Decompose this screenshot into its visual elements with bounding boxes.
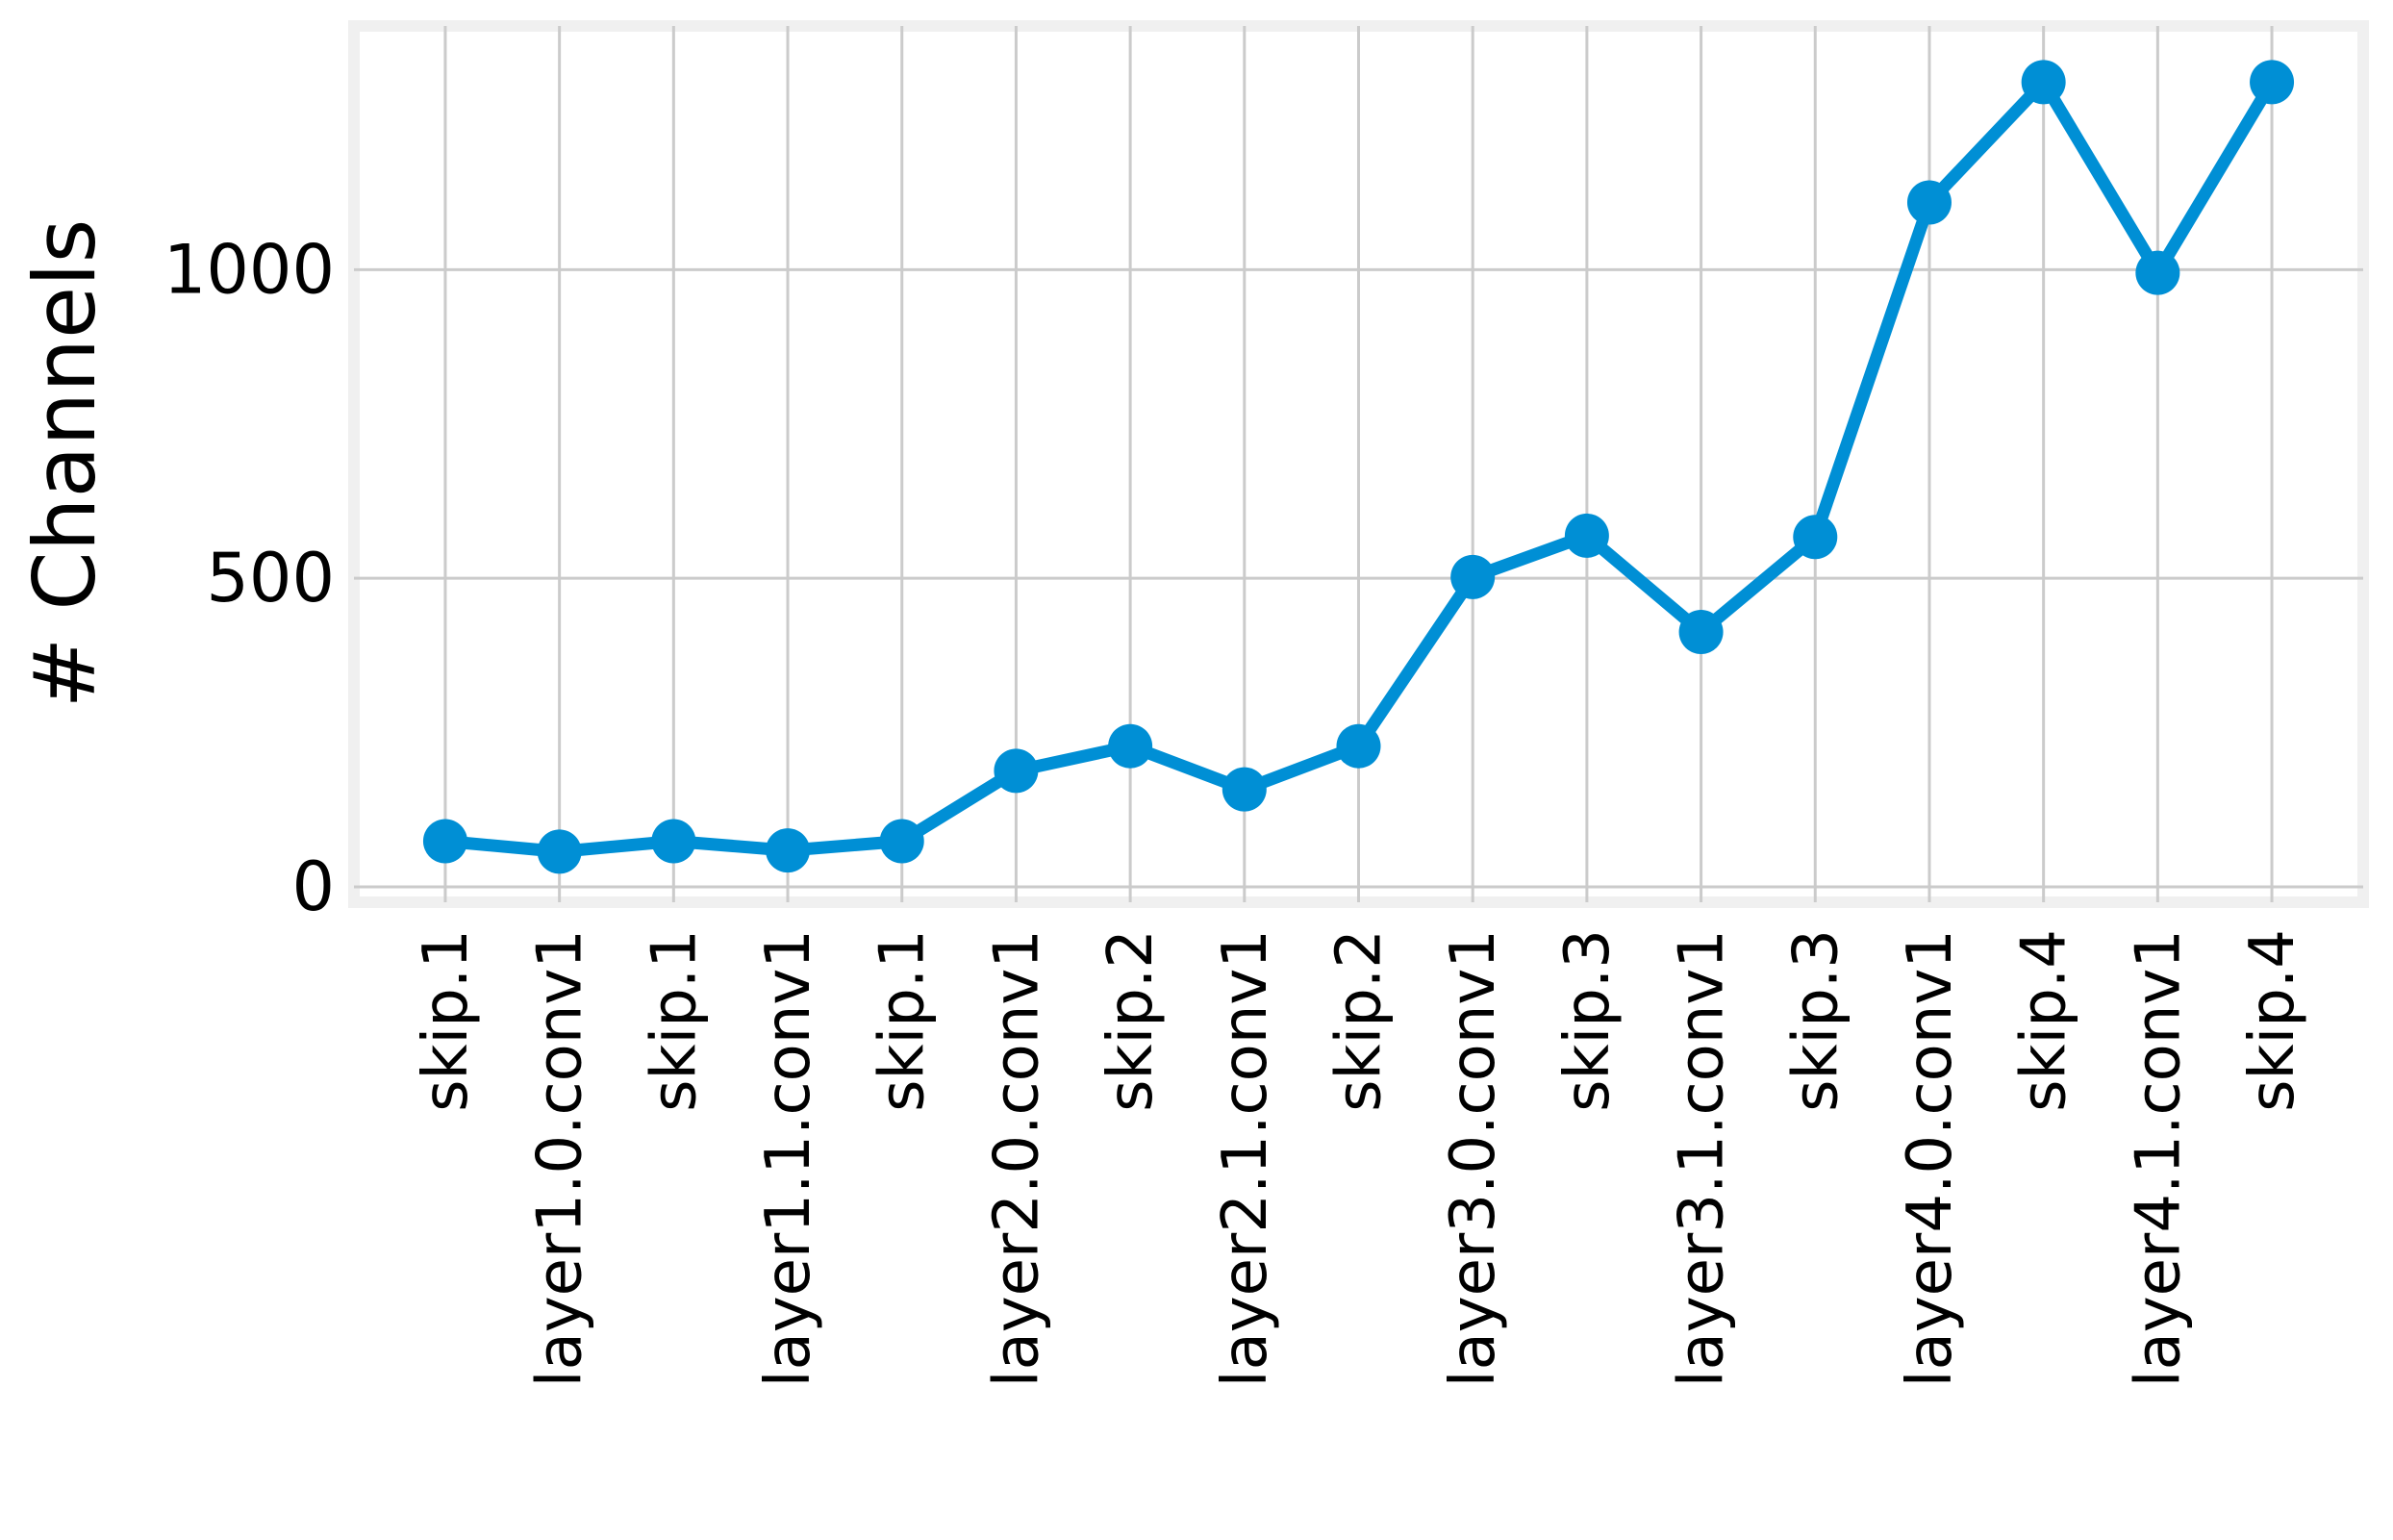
marker — [1564, 513, 1609, 558]
x-tick-label: layer2.0.conv1 — [981, 929, 1052, 1387]
marker — [766, 828, 811, 873]
y-axis-label: # Channels — [15, 219, 114, 709]
marker — [422, 819, 467, 864]
x-tick-label: skip.2 — [1096, 929, 1167, 1112]
x-tick-label: skip.4 — [2009, 929, 2080, 1112]
x-tick-label: layer3.0.conv1 — [1438, 929, 1509, 1387]
marker — [537, 829, 582, 874]
x-tick-label: layer3.1.conv1 — [1667, 929, 1738, 1387]
x-tick-label: layer1.1.conv1 — [753, 929, 824, 1387]
x-tick-label: skip.3 — [1780, 929, 1851, 1112]
x-tick-label: skip.2 — [1324, 929, 1396, 1112]
x-tick-label: layer1.0.conv1 — [525, 929, 596, 1387]
y-tick-label: 1000 — [164, 230, 335, 309]
marker — [2250, 60, 2295, 105]
marker — [994, 748, 1039, 794]
marker — [879, 819, 924, 864]
marker — [1108, 723, 1153, 769]
x-tick-label: layer4.1.conv1 — [2123, 929, 2194, 1387]
x-tick-label: skip.1 — [639, 929, 710, 1112]
y-tick-label: 500 — [206, 539, 335, 618]
marker — [2135, 250, 2180, 295]
marker — [1793, 515, 1838, 560]
y-tick-label: 0 — [291, 847, 335, 926]
marker — [2021, 60, 2066, 105]
marker — [1336, 723, 1381, 769]
marker — [1906, 180, 1952, 225]
marker — [1678, 610, 1724, 655]
x-tick-label: layer4.0.conv1 — [1895, 929, 1966, 1387]
x-tick-label: skip.4 — [2237, 929, 2308, 1112]
marker — [1222, 767, 1267, 812]
marker — [651, 819, 696, 864]
marker — [1450, 554, 1496, 599]
x-tick-label: skip.1 — [868, 929, 939, 1112]
x-tick-label: skip.1 — [411, 929, 482, 1112]
x-tick-label: layer2.1.conv1 — [1210, 929, 1281, 1387]
x-tick-label: skip.3 — [1552, 929, 1624, 1112]
